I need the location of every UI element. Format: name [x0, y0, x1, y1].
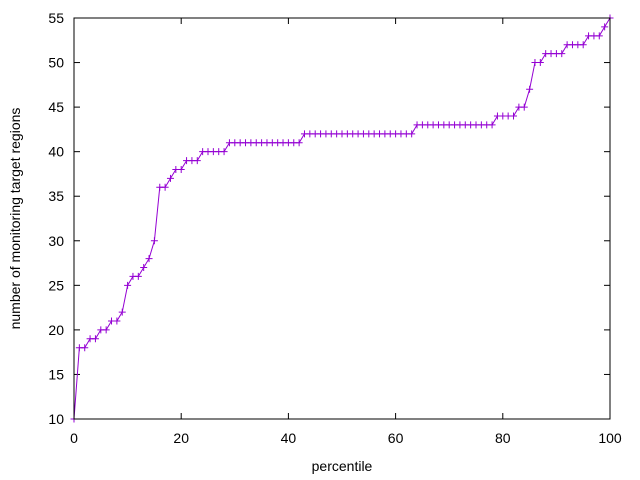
series-line — [73, 17, 611, 420]
y-tick-label: 45 — [48, 99, 64, 115]
y-tick-label: 35 — [48, 188, 64, 204]
y-tick-label: 40 — [48, 144, 64, 160]
data-point — [145, 255, 153, 263]
data-point — [220, 148, 228, 156]
data-point — [488, 121, 496, 129]
y-tick-label: 55 — [48, 10, 64, 26]
data-point — [113, 317, 121, 325]
y-tick-label: 50 — [48, 55, 64, 71]
plot-frame — [73, 17, 611, 420]
data-point — [193, 157, 201, 165]
data-point — [558, 50, 566, 58]
data-point — [520, 103, 528, 111]
data-point — [526, 85, 534, 93]
data-point — [161, 183, 169, 191]
data-point — [81, 344, 89, 352]
x-axis-label: percentile — [312, 458, 373, 474]
y-axis-label: number of monitoring target regions — [7, 108, 23, 330]
data-point — [124, 281, 132, 289]
data-point — [118, 308, 126, 316]
data-point — [150, 237, 158, 245]
data-point — [102, 326, 110, 334]
x-tick-label: 100 — [598, 430, 622, 446]
data-point — [177, 165, 185, 173]
y-tick-label: 25 — [48, 277, 64, 293]
data-point — [579, 41, 587, 49]
data-point — [140, 264, 148, 272]
y-tick-label: 10 — [48, 411, 64, 427]
y-tick-label: 20 — [48, 322, 64, 338]
data-point — [595, 32, 603, 40]
y-tick-label: 15 — [48, 366, 64, 382]
data-point — [408, 130, 416, 138]
data-point — [134, 272, 142, 280]
ticks-layer: 0 20 40 60 80 100 10 15 20 25 30 35 40 45 50 55 — [48, 10, 621, 446]
x-tick-label: 80 — [495, 430, 511, 446]
x-tick-label: 0 — [70, 430, 78, 446]
x-tick-label: 40 — [281, 430, 297, 446]
data-point — [601, 23, 609, 31]
series-layer — [70, 14, 614, 423]
y-tick-label: 30 — [48, 233, 64, 249]
data-point — [166, 174, 174, 182]
data-point — [510, 112, 518, 120]
x-tick-label: 60 — [388, 430, 404, 446]
data-point — [536, 59, 544, 67]
data-point — [91, 335, 99, 343]
x-tick-label: 20 — [173, 430, 189, 446]
data-point — [295, 139, 303, 147]
